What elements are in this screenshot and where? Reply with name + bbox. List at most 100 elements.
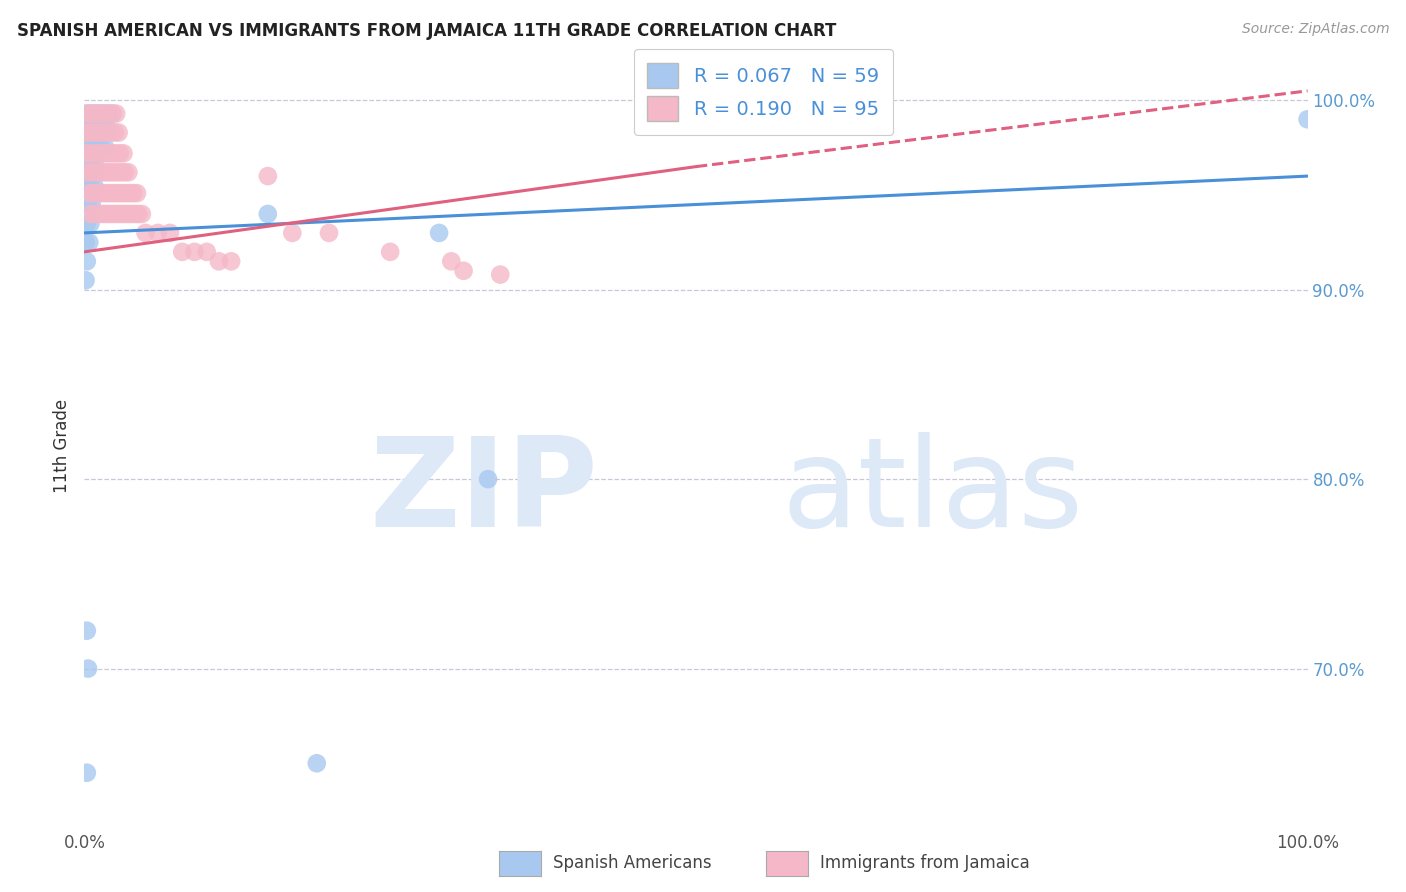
Point [97, 106, 120, 120]
Point [103, 165, 125, 179]
Point [90, 146, 112, 161]
Point [453, 264, 475, 278]
Point [89, 186, 111, 201]
Point [93, 186, 115, 201]
Point [75, 235, 97, 250]
Point [82, 126, 104, 140]
Point [107, 126, 129, 140]
Point [79, 141, 101, 155]
Point [89, 126, 111, 140]
Point [281, 226, 304, 240]
Point [305, 756, 328, 771]
Point [124, 207, 146, 221]
Point [75, 273, 97, 287]
Point [477, 472, 499, 486]
Point [76, 178, 98, 193]
Point [1296, 112, 1319, 127]
Point [91, 165, 114, 179]
Point [104, 186, 127, 201]
Point [94, 141, 117, 155]
Point [105, 207, 128, 221]
Point [98, 165, 121, 179]
Point [100, 126, 122, 140]
Point [257, 169, 280, 183]
Point [76, 106, 98, 120]
Point [76, 146, 98, 161]
Point [117, 165, 139, 179]
Legend: R = 0.067   N = 59, R = 0.190   N = 95: R = 0.067 N = 59, R = 0.190 N = 95 [634, 49, 893, 135]
Text: Immigrants from Jamaica: Immigrants from Jamaica [820, 855, 1029, 872]
Point [489, 268, 512, 282]
Point [135, 226, 157, 240]
Point [105, 165, 128, 179]
Point [86, 126, 108, 140]
Point [84, 165, 107, 179]
Text: SPANISH AMERICAN VS IMMIGRANTS FROM JAMAICA 11TH GRADE CORRELATION CHART: SPANISH AMERICAN VS IMMIGRANTS FROM JAMA… [17, 22, 837, 40]
Point [84, 160, 107, 174]
Point [76, 624, 98, 638]
Point [86, 121, 108, 136]
Point [107, 186, 129, 201]
Point [90, 106, 112, 120]
Point [77, 121, 100, 136]
Y-axis label: 11th Grade: 11th Grade [53, 399, 72, 493]
Point [94, 106, 117, 120]
Point [77, 186, 100, 201]
Point [94, 146, 117, 161]
Point [131, 207, 153, 221]
Point [105, 146, 128, 161]
Point [111, 186, 134, 201]
Point [76, 106, 98, 120]
Point [79, 207, 101, 221]
Point [83, 146, 105, 161]
Point [83, 178, 105, 193]
Point [257, 207, 280, 221]
Point [318, 226, 340, 240]
Point [101, 146, 124, 161]
Point [77, 197, 100, 211]
Point [115, 207, 138, 221]
Point [89, 121, 111, 136]
Point [80, 165, 103, 179]
Point [115, 186, 138, 201]
Point [77, 160, 100, 174]
Point [159, 226, 181, 240]
Point [87, 165, 110, 179]
Point [90, 207, 112, 221]
Point [146, 226, 169, 240]
Point [125, 186, 148, 201]
Point [208, 254, 231, 268]
Point [112, 146, 135, 161]
Point [80, 197, 103, 211]
Point [94, 106, 117, 120]
Point [101, 207, 124, 221]
Point [101, 106, 124, 120]
Point [183, 244, 205, 259]
Point [101, 106, 124, 120]
Point [75, 126, 97, 140]
Point [100, 186, 122, 201]
Point [93, 121, 115, 136]
Point [427, 226, 450, 240]
Point [77, 235, 100, 250]
Point [76, 141, 98, 155]
Point [76, 254, 98, 268]
Point [87, 106, 110, 120]
Point [122, 186, 145, 201]
Point [87, 141, 110, 155]
Point [110, 165, 132, 179]
Point [97, 126, 120, 140]
Point [87, 146, 110, 161]
Text: Spanish Americans: Spanish Americans [553, 855, 711, 872]
Text: Source: ZipAtlas.com: Source: ZipAtlas.com [1241, 22, 1389, 37]
Point [219, 254, 242, 268]
Point [80, 160, 103, 174]
Point [94, 207, 117, 221]
Point [440, 254, 463, 268]
Point [79, 106, 101, 120]
Point [127, 207, 149, 221]
Point [118, 186, 141, 201]
Point [97, 146, 120, 161]
Point [77, 662, 100, 676]
Text: ZIP: ZIP [370, 432, 598, 552]
